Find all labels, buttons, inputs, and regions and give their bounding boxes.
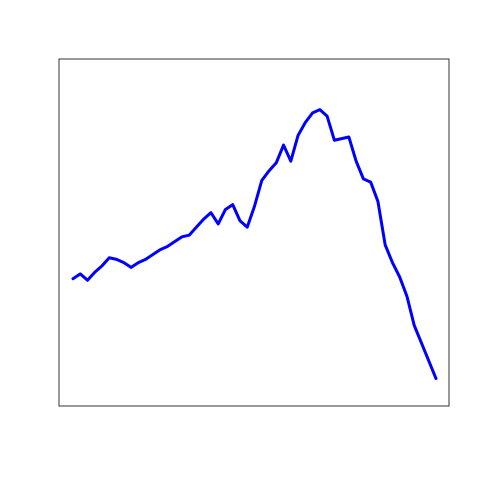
plot-frame xyxy=(58,58,450,407)
series-layer xyxy=(71,108,438,381)
series-line-0 xyxy=(71,108,438,381)
